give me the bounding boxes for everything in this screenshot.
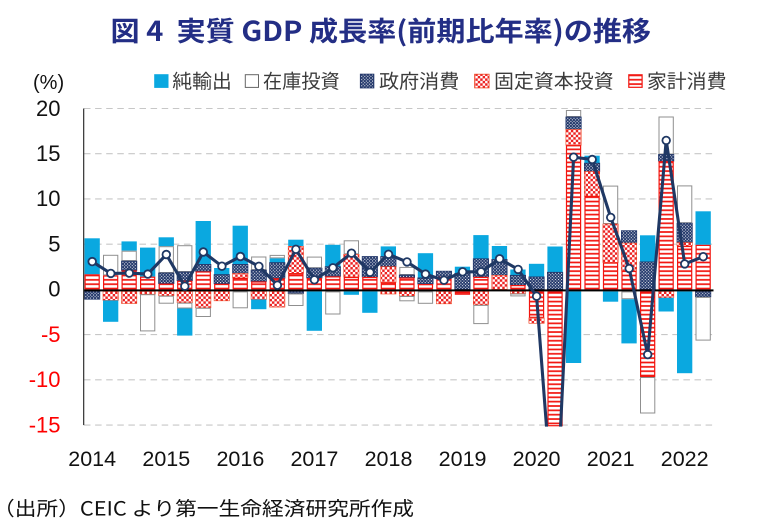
svg-text:2016: 2016 bbox=[216, 447, 264, 471]
svg-text:2021: 2021 bbox=[587, 447, 635, 471]
svg-text:2022: 2022 bbox=[661, 447, 709, 471]
svg-text:2019: 2019 bbox=[439, 447, 487, 471]
svg-text:0: 0 bbox=[48, 277, 60, 302]
svg-text:2020: 2020 bbox=[513, 447, 561, 471]
svg-text:-5: -5 bbox=[41, 322, 61, 347]
svg-text:15: 15 bbox=[36, 141, 60, 166]
svg-text:2014: 2014 bbox=[68, 447, 116, 471]
svg-text:-15: -15 bbox=[29, 412, 61, 437]
svg-text:5: 5 bbox=[48, 232, 60, 257]
svg-text:-10: -10 bbox=[29, 367, 61, 392]
svg-text:2018: 2018 bbox=[365, 447, 413, 471]
svg-text:10: 10 bbox=[36, 186, 60, 211]
svg-text:2015: 2015 bbox=[142, 447, 190, 471]
svg-text:2017: 2017 bbox=[290, 447, 338, 471]
svg-text:(%): (%) bbox=[33, 72, 64, 94]
svg-text:20: 20 bbox=[36, 96, 60, 121]
